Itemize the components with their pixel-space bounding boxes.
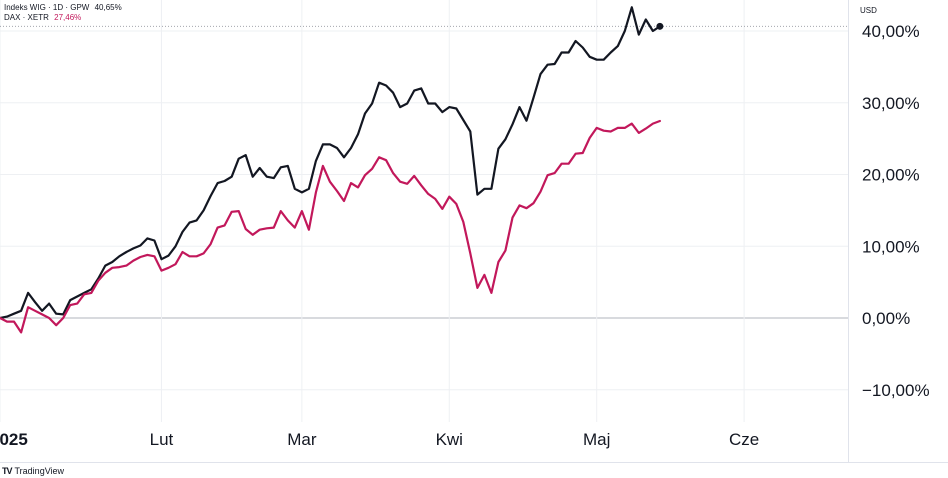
legend-dax-label: DAX · XETR bbox=[4, 13, 49, 22]
legend-dax[interactable]: DAX · XETR 27,46% bbox=[4, 13, 122, 23]
legend-dax-value: 27,46% bbox=[54, 13, 82, 22]
legend-wig[interactable]: Indeks WIG · 1D · GPW 40,65% bbox=[4, 3, 122, 13]
series-line-dax[interactable] bbox=[0, 119, 662, 334]
x-tick-label-0: 2025 bbox=[0, 430, 28, 449]
last-point-marker-wig bbox=[656, 22, 664, 30]
legend-wig-label: Indeks WIG · 1D · GPW bbox=[4, 3, 90, 12]
y-tick-label-3: 20,00% bbox=[862, 166, 920, 185]
y-tick-label-2: 10,00% bbox=[862, 237, 920, 256]
x-tick-label-3: Kwi bbox=[436, 430, 463, 449]
x-tick-label-4: Maj bbox=[583, 430, 610, 449]
tradingview-brand: TradingView bbox=[14, 466, 65, 476]
x-tick-label-5: Cze bbox=[729, 430, 759, 449]
y-tick-label-5: 40,00% bbox=[862, 22, 920, 41]
x-tick-label-2: Mar bbox=[287, 430, 317, 449]
y-tick-label-0: −10,00% bbox=[862, 381, 930, 400]
chart-legend: Indeks WIG · 1D · GPW 40,65% DAX · XETR … bbox=[4, 3, 122, 23]
x-tick-label-1: Lut bbox=[150, 430, 174, 449]
legend-wig-value: 40,65% bbox=[94, 3, 122, 12]
y-tick-label-1: 0,00% bbox=[862, 309, 910, 328]
tradingview-logo-icon: TV bbox=[2, 466, 12, 476]
tradingview-watermark: TV TradingView bbox=[2, 466, 64, 476]
currency-label[interactable]: USD bbox=[860, 6, 877, 15]
y-tick-label-4: 30,00% bbox=[862, 94, 920, 113]
series-line-wig[interactable] bbox=[0, 6, 662, 320]
